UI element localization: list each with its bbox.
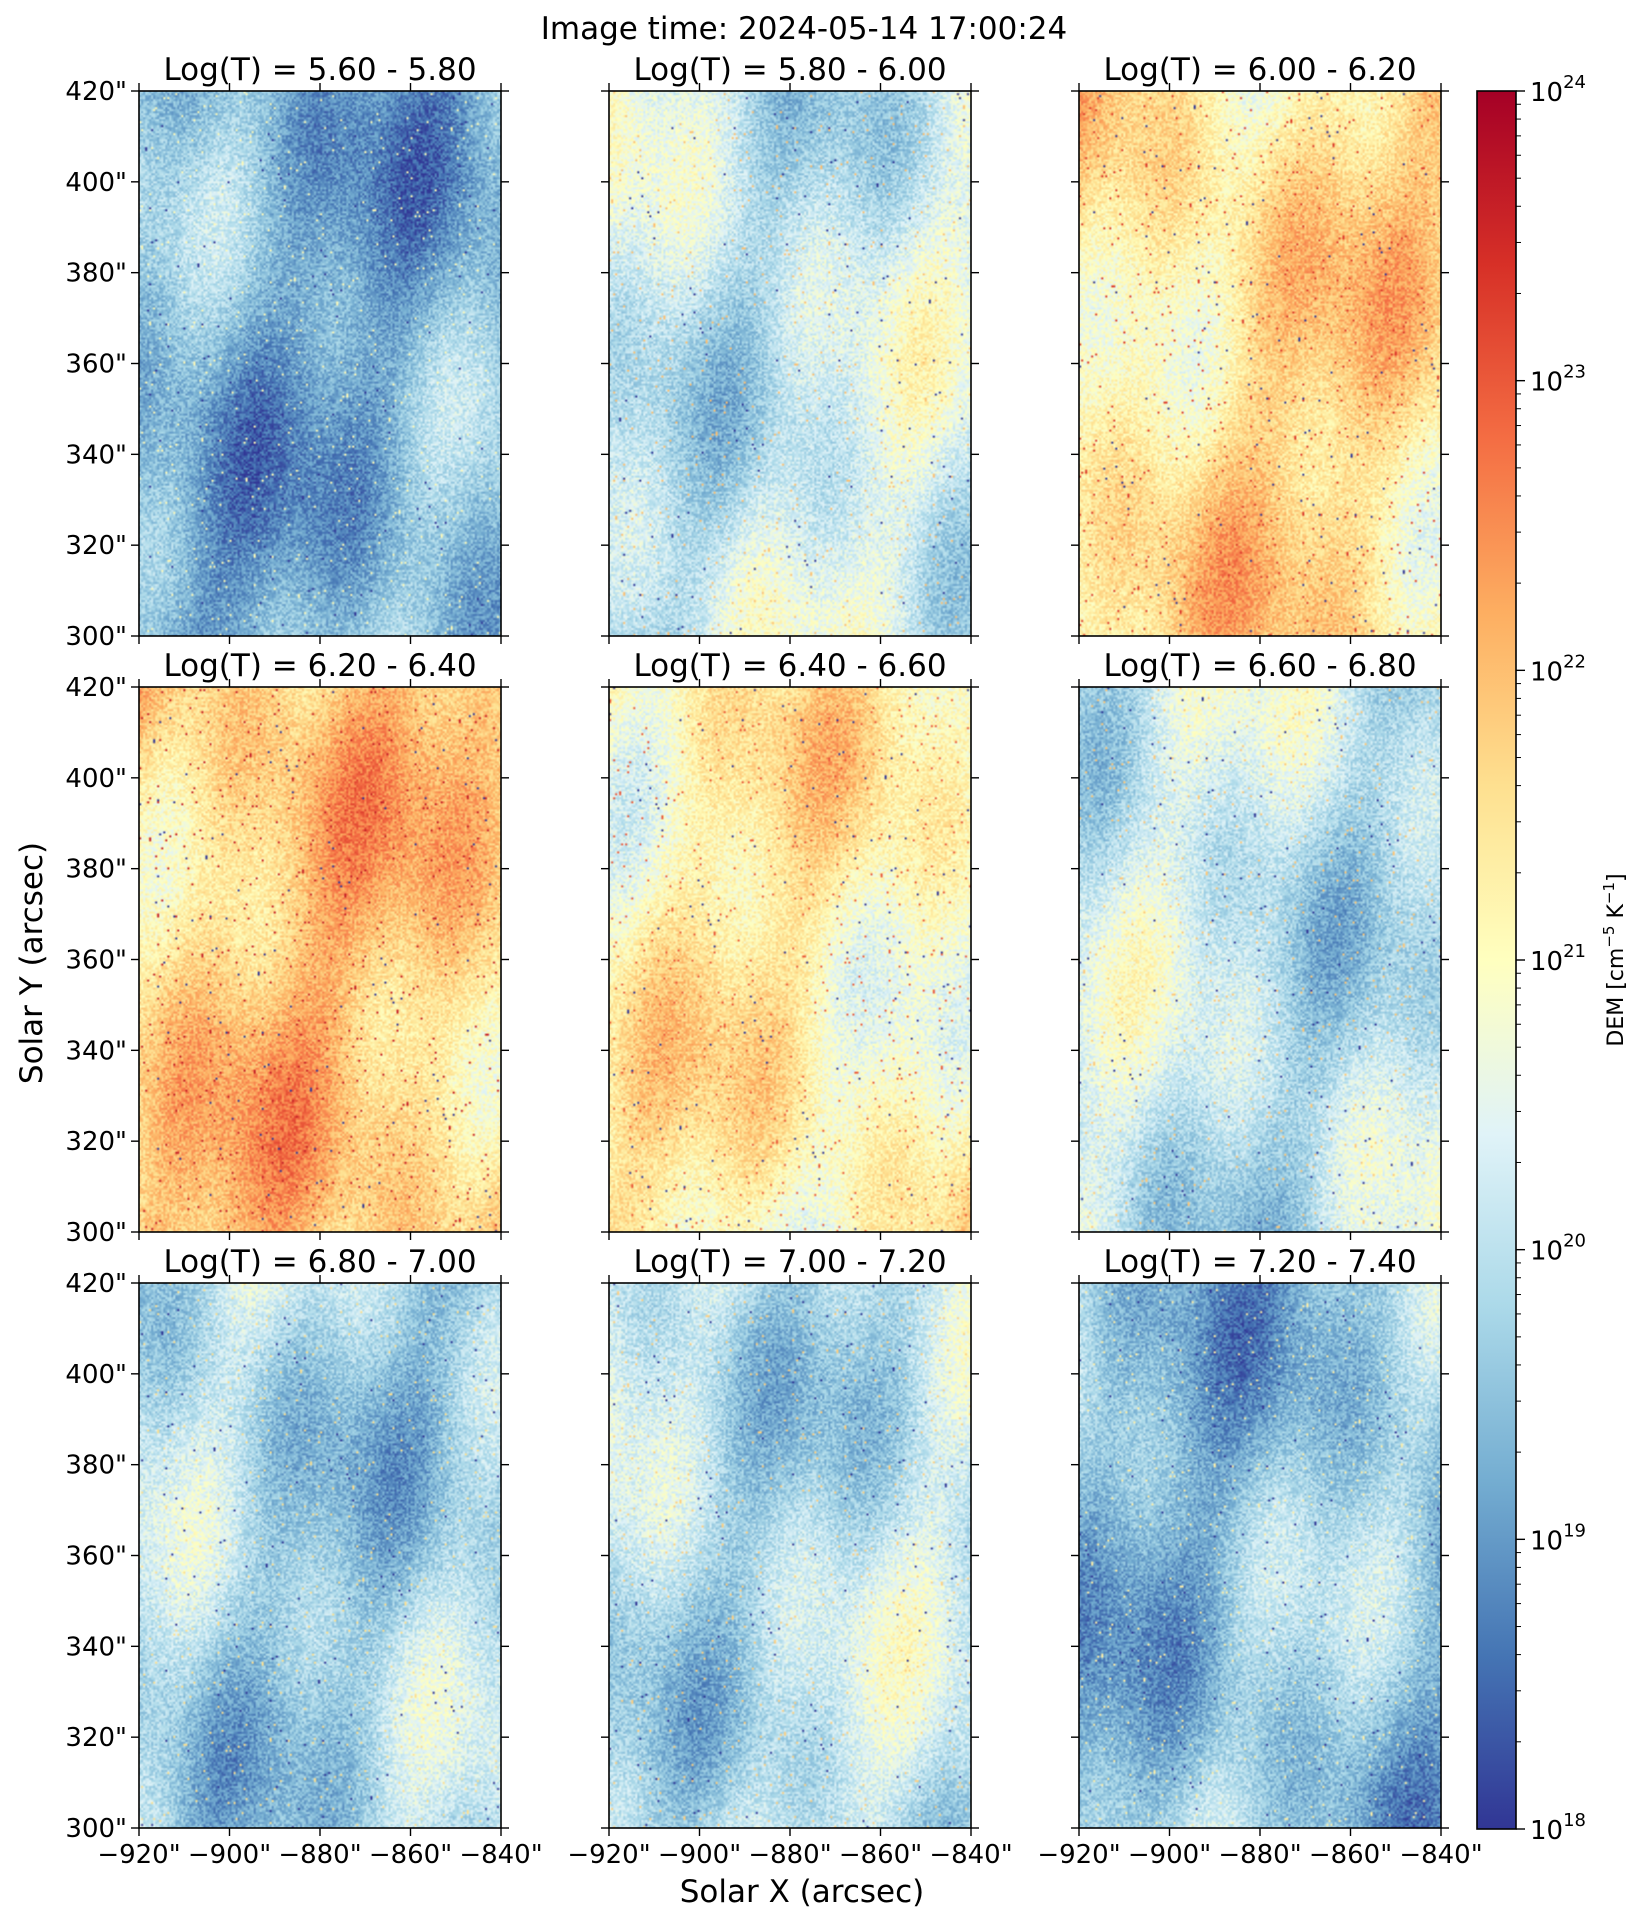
x-tick-label: −900" (1128, 1840, 1211, 1870)
panel-3: Log(T) = 6.00 - 6.20 (1071, 52, 1449, 644)
panel-5: Log(T) = 6.40 - 6.60 (601, 648, 979, 1240)
y-tick-label: 400" (65, 764, 127, 794)
y-tick-label: 300" (65, 1218, 127, 1248)
y-tick-label: 420" (65, 77, 127, 107)
panel-title: Log(T) = 6.60 - 6.80 (1103, 648, 1416, 684)
x-tick-label: −880" (1218, 1840, 1301, 1870)
colorbar-tick-label: 1022 (1530, 651, 1586, 687)
y-tick-label: 400" (65, 1360, 127, 1390)
panels-layer: Log(T) = 5.60 - 5.80 420" 400" 380" 360" 340"… (65, 52, 1482, 1870)
x-tick-label: −840" (1399, 1840, 1482, 1870)
colorbar-tick-label: 1023 (1530, 362, 1586, 398)
colorbar-gradient (1476, 90, 1517, 1830)
x-tick-label: −860" (1309, 1840, 1392, 1870)
x-tick-label: −920" (97, 1840, 180, 1870)
y-tick-label: 420" (65, 1269, 127, 1299)
panel-2: Log(T) = 5.80 - 6.00 (601, 52, 979, 644)
panel-heatmap (609, 687, 971, 1232)
colorbar-label: DEM [cm−5 K−1] (1600, 873, 1629, 1046)
x-tick-label: −860" (839, 1840, 922, 1870)
x-tick-label: −880" (748, 1840, 831, 1870)
panel-title: Log(T) = 6.40 - 6.60 (633, 648, 946, 684)
x-tick-label: −900" (188, 1840, 271, 1870)
y-tick-label: 360" (65, 350, 127, 380)
y-tick-label: 340" (65, 1036, 127, 1066)
y-tick-label: 300" (65, 622, 127, 652)
y-tick-label: 360" (65, 1542, 127, 1572)
panel-8: Log(T) = 7.00 - 7.20 −920" −900" −880" −860"… (567, 1244, 1012, 1870)
y-tick-label: 320" (65, 1127, 127, 1157)
panel-title: Log(T) = 6.20 - 6.40 (163, 648, 476, 684)
x-tick-label: −920" (567, 1840, 650, 1870)
colorbar-tick-label: 1020 (1530, 1231, 1586, 1267)
x-tick-label: −880" (278, 1840, 361, 1870)
panel-heatmap (1079, 1283, 1441, 1828)
panel-heatmap (609, 91, 971, 636)
panel-heatmap (139, 1283, 501, 1828)
panel-title: Log(T) = 5.80 - 6.00 (633, 52, 946, 88)
panel-9: Log(T) = 7.20 - 7.40 −920" −900" −880" −860"… (1037, 1244, 1482, 1870)
y-tick-label: 320" (65, 1723, 127, 1753)
colorbar-tick-label: 1021 (1530, 941, 1586, 977)
y-tick-label: 340" (65, 1632, 127, 1662)
figure-title: Image time: 2024-05-14 17:00:24 (541, 11, 1068, 47)
panel-title: Log(T) = 7.00 - 7.20 (633, 1244, 946, 1280)
y-tick-label: 380" (65, 855, 127, 885)
colorbar-tick-label: 1018 (1530, 1810, 1586, 1846)
y-tick-label: 340" (65, 440, 127, 470)
x-tick-label: −900" (658, 1840, 741, 1870)
y-tick-label: 380" (65, 1451, 127, 1481)
panel-4: Log(T) = 6.20 - 6.40 420" 400" 380" 360" 340"… (65, 648, 509, 1248)
panel-1: Log(T) = 5.60 - 5.80 420" 400" 380" 360" 340"… (65, 52, 509, 652)
x-tick-label: −920" (1037, 1840, 1120, 1870)
y-tick-label: 360" (65, 946, 127, 976)
colorbar: 1024 1023 1022 1021 1020 1019 1018 DEM [cm−5 K−… (1476, 72, 1629, 1846)
x-axis-label: Solar X (arcsec) (680, 1874, 925, 1910)
panel-title: Log(T) = 6.00 - 6.20 (1103, 52, 1416, 88)
panel-heatmap (1079, 91, 1441, 636)
x-tick-label: −840" (929, 1840, 1012, 1870)
panel-title: Log(T) = 7.20 - 7.40 (1103, 1244, 1416, 1280)
y-tick-label: 380" (65, 259, 127, 289)
y-tick-label: 300" (65, 1814, 127, 1844)
panel-6: Log(T) = 6.60 - 6.80 (1071, 648, 1449, 1240)
panel-heatmap (139, 687, 501, 1232)
panel-title: Log(T) = 6.80 - 7.00 (163, 1244, 476, 1280)
y-tick-label: 320" (65, 531, 127, 561)
panel-7: Log(T) = 6.80 - 7.00 −920" −900" −880" −860"… (65, 1244, 542, 1870)
panel-heatmap (1079, 687, 1441, 1232)
colorbar-tick-label: 1024 (1530, 72, 1586, 108)
x-tick-label: −860" (369, 1840, 452, 1870)
y-tick-label: 420" (65, 673, 127, 703)
panel-heatmap (139, 91, 501, 636)
colorbar-tick-label: 1019 (1530, 1520, 1586, 1556)
y-tick-label: 400" (65, 168, 127, 198)
x-tick-label: −840" (459, 1840, 542, 1870)
panel-title: Log(T) = 5.60 - 5.80 (163, 52, 476, 88)
panel-heatmap (609, 1283, 971, 1828)
y-axis-label: Solar Y (arcsec) (14, 842, 50, 1084)
